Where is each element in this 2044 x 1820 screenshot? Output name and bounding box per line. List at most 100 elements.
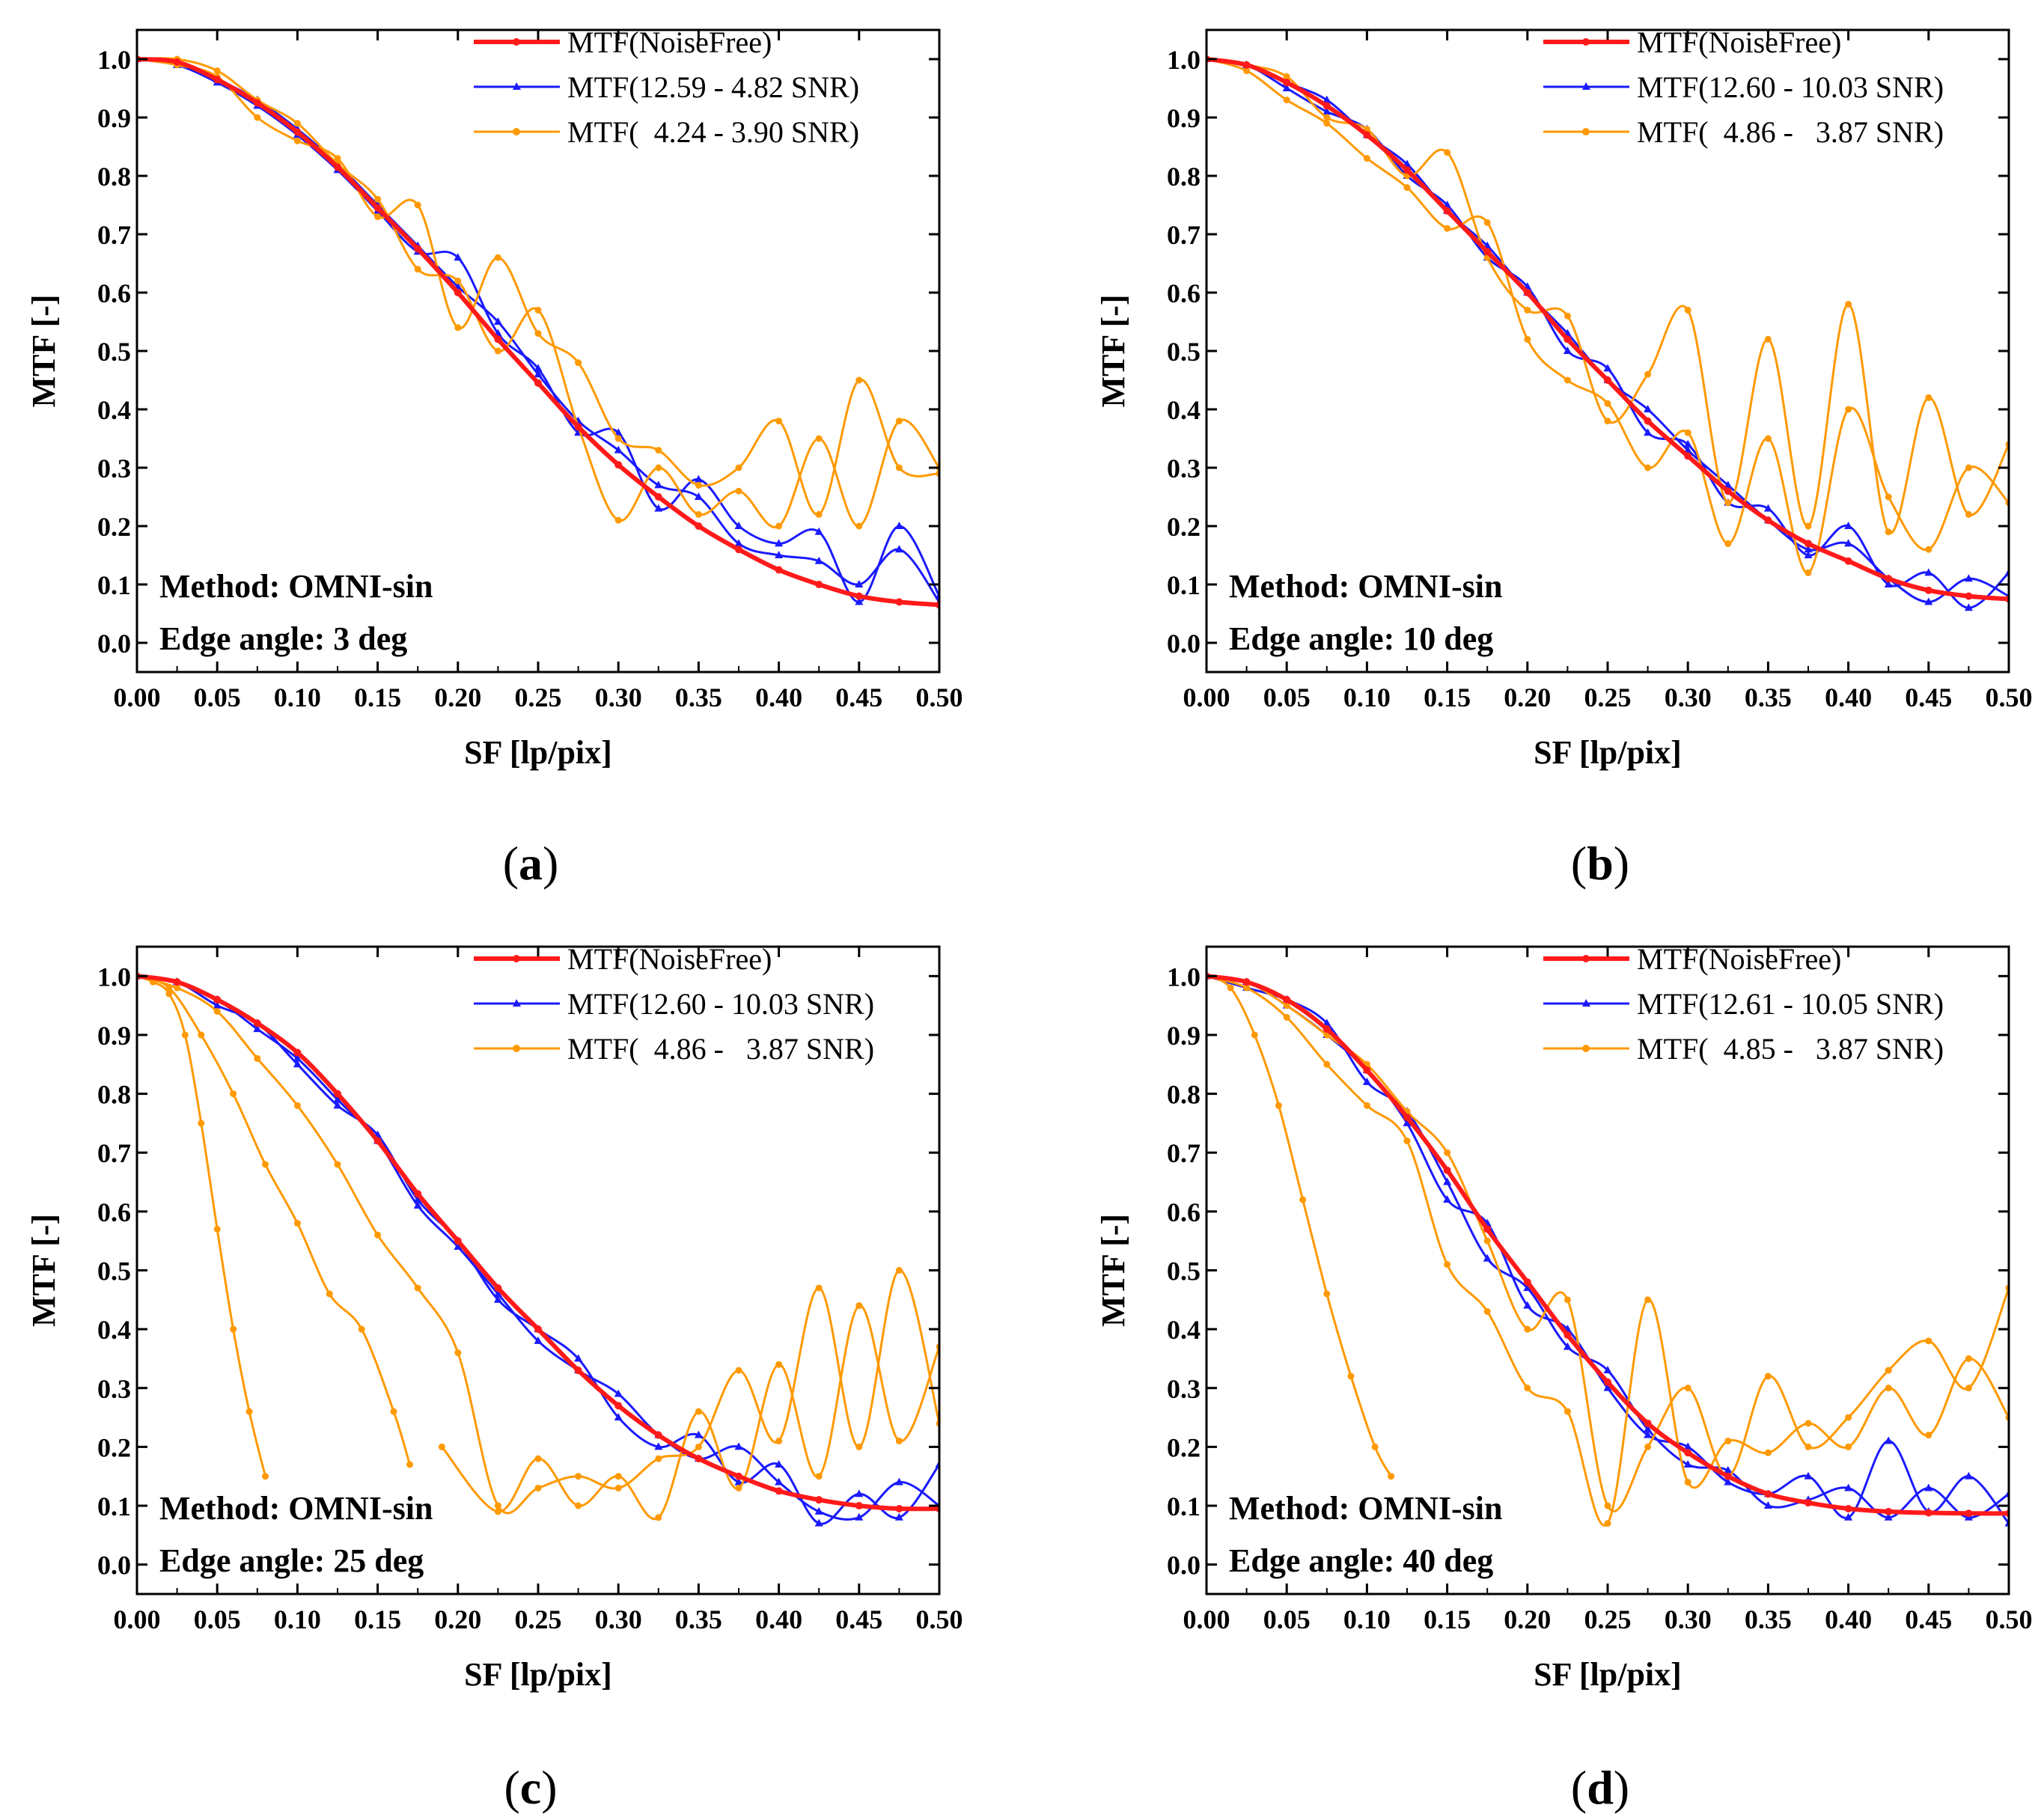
x-tick-label: 0.15 [354,682,401,712]
data-point [1763,1501,1772,1509]
y-tick-label: 0.0 [97,1551,131,1581]
data-point [1763,504,1772,512]
y-tick-label: 0.0 [1167,629,1201,659]
x-tick-label: 0.20 [1504,1604,1551,1634]
y-tick-label: 0.9 [1167,1021,1201,1051]
data-point [1283,97,1290,104]
x-tick-label: 0.50 [1986,1604,2033,1634]
data-point [1604,1502,1611,1509]
data-point [1844,1504,1852,1512]
data-point [454,1237,462,1245]
data-point [262,1473,269,1480]
x-tick-label: 0.05 [194,682,241,712]
data-point [1804,522,1812,530]
data-point [775,1477,784,1485]
data-point [213,1225,221,1233]
x-tick-label: 0.15 [1424,1604,1471,1634]
data-point [454,324,462,332]
y-tick-label: 0.7 [1167,1138,1201,1168]
data-point [1844,522,1853,529]
edge-angle-annotation: Edge angle: 3 deg [159,620,407,657]
data-point [1644,1419,1652,1427]
data-point [165,990,173,998]
data-point [1347,1372,1355,1380]
x-tick-label: 0.05 [1263,1604,1311,1634]
data-point [494,1508,501,1515]
data-point [775,1361,783,1368]
data-point [334,163,341,171]
data-point [1924,597,1933,605]
legend-marker [513,128,520,135]
data-point [1965,592,1973,600]
y-tick-label: 0.8 [97,162,131,192]
data-point [655,1455,662,1462]
data-point [1684,452,1692,460]
data-point [894,1512,903,1521]
data-point [493,1289,502,1297]
data-point [1604,1520,1611,1527]
y-tick-label: 0.2 [1167,1432,1201,1462]
data-point [1323,114,1331,121]
data-point [413,1195,422,1203]
chart-panel-b: 0.00 0.05 0.10 0.15 0.20 0.25 0.30 0.35 0.40 0.45… [1095,25,2033,890]
data-point [1251,1031,1258,1039]
data-point [775,539,784,547]
data-point [454,277,462,284]
data-point [1443,207,1451,215]
data-point [414,1190,422,1198]
data-point [694,474,703,483]
x-tick-label: 0.45 [835,1604,882,1634]
panel-label: (b) [1571,837,1629,890]
data-point [654,493,662,501]
data-point [1884,1512,1893,1521]
x-tick-label: 0.45 [835,682,882,712]
data-point [414,266,421,273]
data-point [855,592,863,600]
data-point [1243,984,1251,992]
data-point [494,1284,502,1292]
data-point [1403,184,1411,192]
data-point [1804,540,1812,548]
data-point [1884,1436,1893,1444]
x-tick-label: 0.15 [1424,682,1471,712]
data-point [1444,1149,1451,1156]
data-point [230,1325,237,1333]
data-point [614,516,622,524]
legend-marker [1582,955,1590,962]
data-point [1563,1408,1571,1415]
data-point [815,435,823,442]
data-point [1523,289,1531,296]
legend-label: MTF(12.60 - 10.03 SNR) [567,987,874,1021]
data-point [1604,400,1611,407]
data-point [333,1101,342,1109]
y-tick-label: 0.1 [97,570,131,600]
data-point [181,1031,189,1039]
data-point [454,253,463,261]
y-tick-label: 0.9 [97,103,131,133]
plot-area [137,971,939,1527]
x-tick-label: 0.00 [1183,682,1230,712]
data-point [494,254,501,261]
data-point [1283,995,1291,1004]
y-tick-label: 0.4 [1167,1315,1201,1345]
data-point [1323,95,1331,103]
data-point [493,1295,502,1303]
chart-panel-d: 0.00 0.05 0.10 0.15 0.20 0.25 0.30 0.35 0.40 0.45… [1095,942,2033,1814]
data-point [494,335,502,343]
data-point [575,1502,582,1509]
data-point [654,480,663,489]
data-point [262,1161,269,1168]
data-point [374,1231,382,1239]
data-point [373,1137,382,1145]
data-point [373,204,382,212]
data-point [1804,1420,1812,1427]
data-point [575,359,582,367]
data-point [230,1090,237,1098]
data-point [213,1008,221,1015]
data-point [1563,1296,1571,1304]
data-point [173,58,181,66]
series-line-2 [137,974,939,1525]
data-point [1885,1384,1892,1392]
data-point [1844,557,1852,565]
